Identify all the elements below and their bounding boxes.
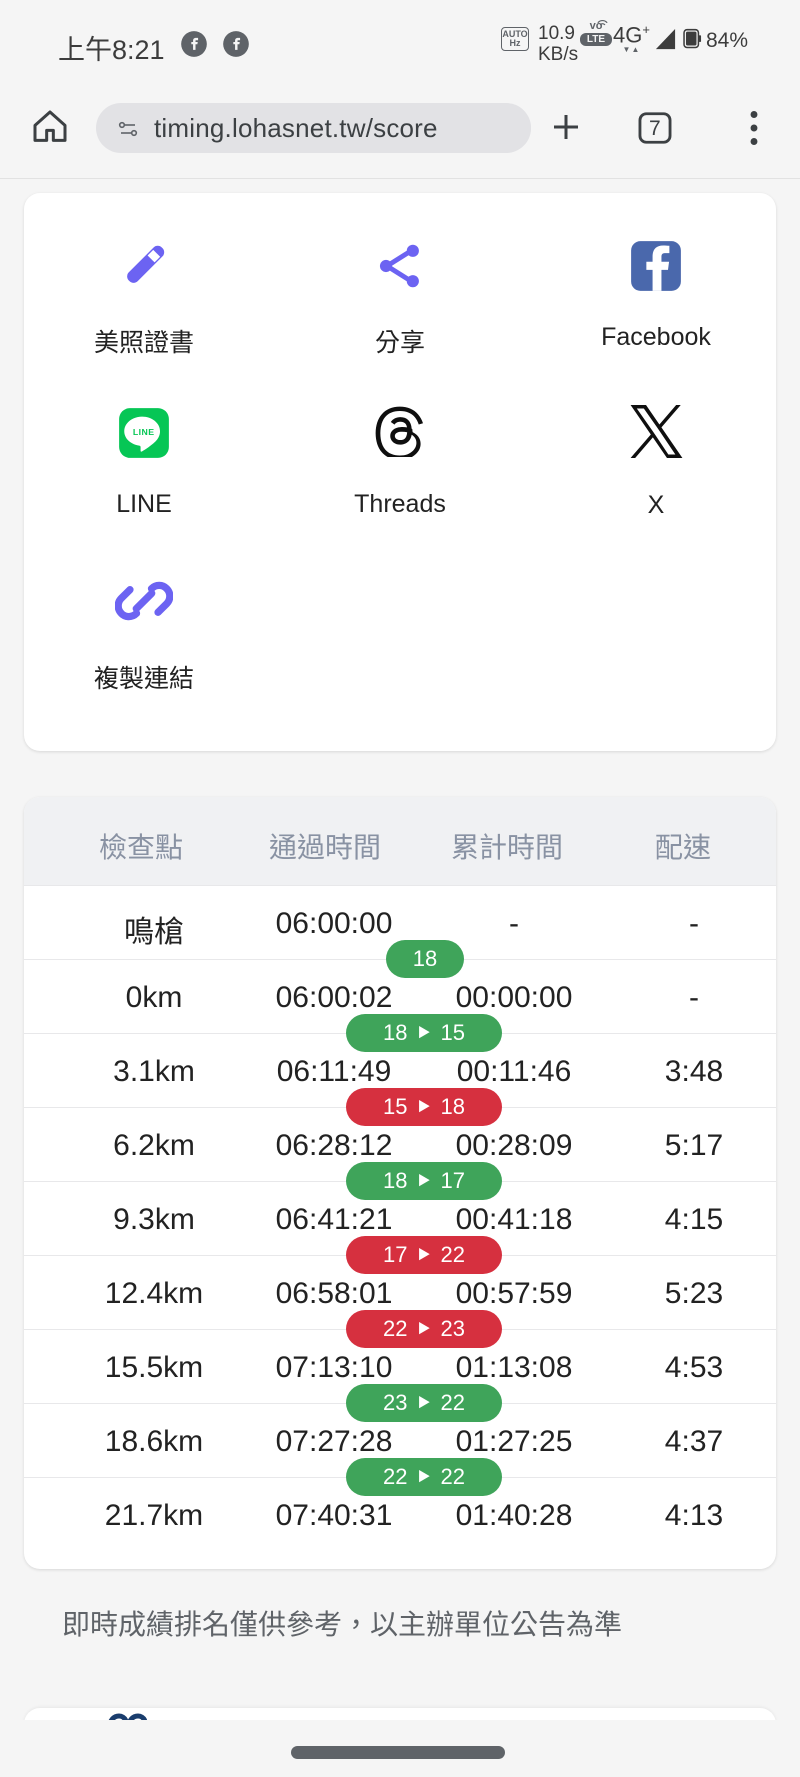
svg-text:LINE: LINE [133, 427, 155, 437]
